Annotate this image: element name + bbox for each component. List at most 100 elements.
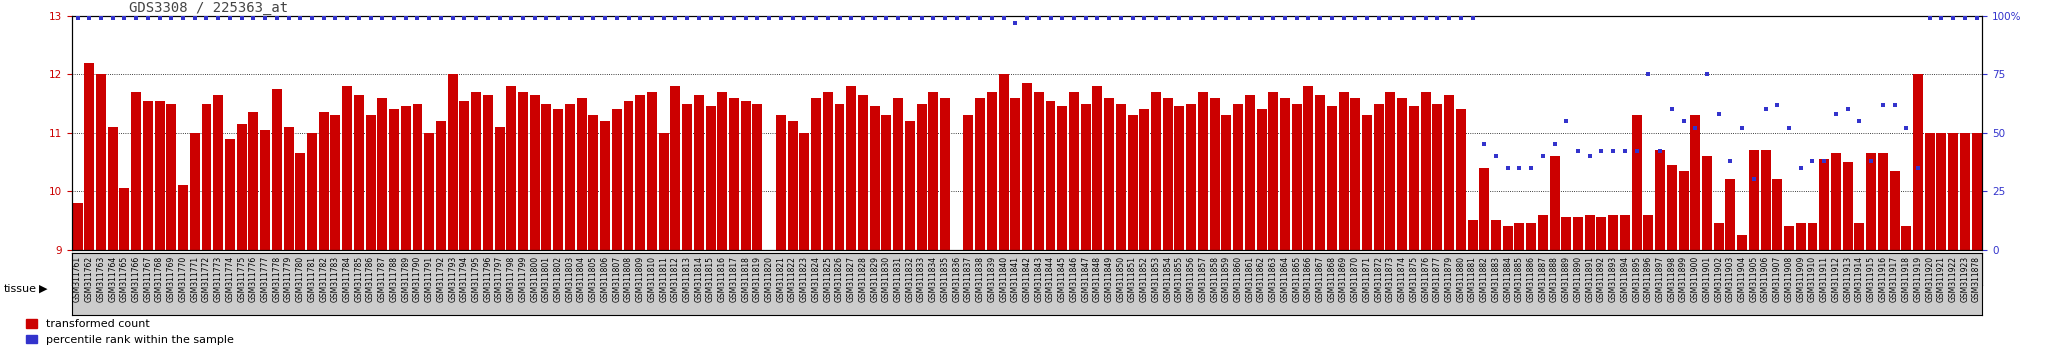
Bar [823, 92, 834, 250]
Text: GSM311894: GSM311894 [1620, 256, 1630, 302]
Text: GSM311882: GSM311882 [1481, 256, 1489, 302]
Text: GSM311908: GSM311908 [1784, 256, 1794, 302]
Bar [541, 104, 551, 250]
Bar [1714, 223, 1724, 250]
Bar [858, 95, 868, 250]
Text: GSM311877: GSM311877 [1434, 256, 1442, 302]
Bar [412, 104, 422, 250]
Text: GSM311852: GSM311852 [1141, 256, 1149, 302]
Text: GSM311916: GSM311916 [1878, 256, 1888, 302]
Text: GSM311915: GSM311915 [1866, 256, 1876, 302]
Text: GSM311853: GSM311853 [1151, 256, 1161, 302]
Text: GSM311884: GSM311884 [1503, 256, 1511, 302]
Bar [119, 188, 129, 250]
Text: GSM311787: GSM311787 [377, 256, 387, 302]
Bar [1198, 92, 1208, 250]
Text: GSM311840: GSM311840 [999, 256, 1008, 302]
Text: GSM311763: GSM311763 [96, 256, 106, 302]
Text: GSM311823: GSM311823 [801, 256, 809, 302]
Bar [1327, 107, 1337, 250]
Bar [1233, 104, 1243, 250]
Bar [893, 98, 903, 250]
Bar [1151, 92, 1161, 250]
Bar [319, 112, 328, 250]
Text: GSM311892: GSM311892 [1597, 256, 1606, 302]
Text: GSM311849: GSM311849 [1104, 256, 1114, 302]
Bar [612, 109, 623, 250]
Bar [834, 104, 844, 250]
Bar [1069, 92, 1079, 250]
Text: GSM311900: GSM311900 [1692, 256, 1700, 302]
Bar [918, 104, 926, 250]
Bar [1890, 171, 1901, 250]
Bar [1116, 104, 1126, 250]
Text: GSM311761: GSM311761 [74, 256, 82, 302]
Text: GSM311880: GSM311880 [1456, 256, 1464, 302]
Bar [143, 101, 154, 250]
Bar [1386, 92, 1395, 250]
Text: GSM311775: GSM311775 [238, 256, 246, 302]
Bar [1174, 107, 1184, 250]
Text: GSM311819: GSM311819 [754, 256, 762, 302]
Bar [1853, 223, 1864, 250]
Bar [1866, 153, 1876, 250]
Bar [401, 107, 412, 250]
Text: GSM311825: GSM311825 [823, 256, 831, 302]
Text: GSM311782: GSM311782 [319, 256, 328, 302]
Bar [975, 98, 985, 250]
Bar [1620, 215, 1630, 250]
Bar [72, 203, 82, 250]
Text: GSM311843: GSM311843 [1034, 256, 1042, 302]
Bar [1608, 215, 1618, 250]
Text: GSM311844: GSM311844 [1047, 256, 1055, 302]
Bar [741, 101, 752, 250]
Text: GSM311786: GSM311786 [367, 256, 375, 302]
Text: GSM311846: GSM311846 [1069, 256, 1079, 302]
Text: GSM311910: GSM311910 [1808, 256, 1817, 302]
Text: GSM311797: GSM311797 [496, 256, 504, 302]
Text: GSM311912: GSM311912 [1831, 256, 1841, 302]
Bar [1642, 215, 1653, 250]
Text: GSM311851: GSM311851 [1128, 256, 1137, 302]
Text: GSM311783: GSM311783 [332, 256, 340, 302]
Text: GSM311883: GSM311883 [1491, 256, 1501, 302]
Text: GSM311898: GSM311898 [1667, 256, 1677, 302]
Text: GSM311879: GSM311879 [1444, 256, 1454, 302]
Text: GSM311764: GSM311764 [109, 256, 117, 302]
Bar [940, 98, 950, 250]
Bar [1350, 98, 1360, 250]
Text: GSM311890: GSM311890 [1573, 256, 1583, 302]
Text: GSM311838: GSM311838 [975, 256, 985, 302]
Bar [131, 92, 141, 250]
Bar [154, 101, 164, 250]
Bar [178, 185, 188, 250]
Text: GSM311876: GSM311876 [1421, 256, 1430, 302]
Text: GSM311903: GSM311903 [1726, 256, 1735, 302]
Bar [166, 104, 176, 250]
Text: GSM311817: GSM311817 [729, 256, 739, 302]
Bar [1667, 165, 1677, 250]
Bar [1010, 98, 1020, 250]
Text: GSM311772: GSM311772 [203, 256, 211, 302]
Bar [459, 101, 469, 250]
Text: GSM311762: GSM311762 [84, 256, 94, 302]
Text: GSM311836: GSM311836 [952, 256, 961, 302]
Bar [436, 121, 446, 250]
Text: GSM311842: GSM311842 [1022, 256, 1032, 302]
Text: GSM311804: GSM311804 [578, 256, 586, 302]
Bar [506, 86, 516, 250]
Bar [248, 112, 258, 250]
Text: GSM311803: GSM311803 [565, 256, 573, 302]
Text: GSM311889: GSM311889 [1563, 256, 1571, 302]
Bar [1303, 86, 1313, 250]
Text: GSM311897: GSM311897 [1655, 256, 1665, 302]
Bar [623, 101, 633, 250]
Bar [553, 109, 563, 250]
Text: GSM311856: GSM311856 [1186, 256, 1196, 302]
Bar [752, 104, 762, 250]
Bar [1503, 226, 1513, 250]
Text: GSM311831: GSM311831 [893, 256, 903, 302]
Legend: transformed count, percentile rank within the sample: transformed count, percentile rank withi… [27, 319, 233, 345]
Bar [1397, 98, 1407, 250]
Bar [1538, 215, 1548, 250]
